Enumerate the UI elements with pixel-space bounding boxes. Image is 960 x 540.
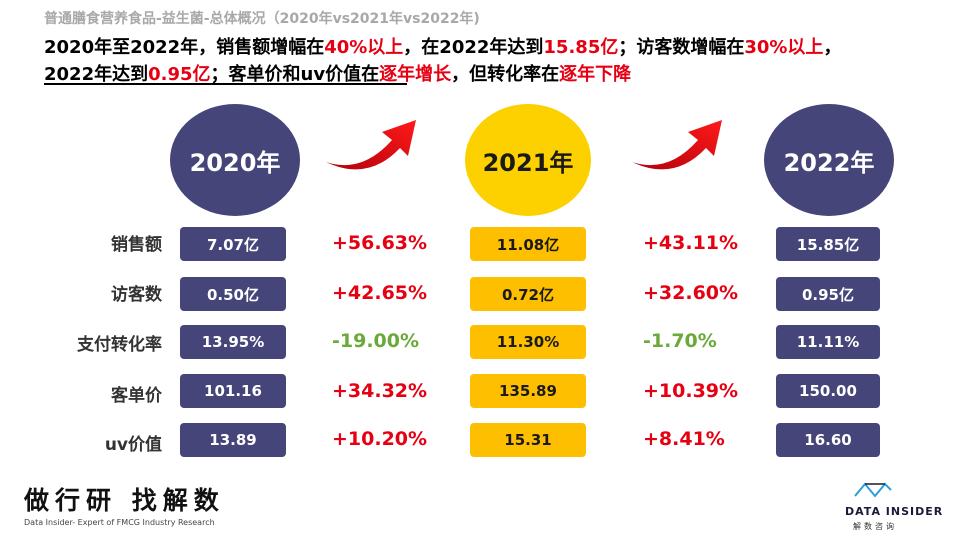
headline-seg: ， bbox=[823, 37, 842, 58]
growth-arrow-icon bbox=[632, 120, 722, 170]
change-2021-aov: +34.32% bbox=[332, 380, 428, 402]
headline-highlight: 0.95亿 bbox=[148, 64, 211, 85]
year-circle-2020: 2020年 bbox=[170, 104, 300, 216]
value-2021-sales: 11.08亿 bbox=[470, 227, 586, 261]
headline-highlight: 逐年增长 bbox=[379, 64, 452, 85]
value-2020-conversion: 13.95% bbox=[180, 325, 286, 359]
brand-name: DATA INSIDER bbox=[845, 505, 944, 518]
change-2022-uv-value: +8.41% bbox=[643, 428, 725, 450]
metric-label-sales: 销售额 bbox=[111, 235, 162, 255]
change-2021-uv-value: +10.20% bbox=[332, 428, 428, 450]
metric-label-aov: 客单价 bbox=[111, 386, 162, 406]
headline-highlight: 逐年下降 bbox=[559, 64, 632, 85]
metric-label-uv-value: uv价值 bbox=[104, 435, 162, 455]
year-circle-2022: 2022年 bbox=[764, 104, 894, 216]
change-2022-visitors: +32.60% bbox=[643, 282, 739, 304]
headline-line-2: 2022年达到0.95亿；客单价和uv价值在逐年增长，但转化率在逐年下降 bbox=[44, 61, 841, 88]
brand-mark-icon bbox=[854, 482, 892, 498]
headline-seg: ；访客数增幅在 bbox=[618, 37, 745, 58]
value-2021-visitors: 0.72亿 bbox=[470, 277, 586, 311]
metric-label-visitors: 访客数 bbox=[111, 285, 162, 305]
year-circle-2021: 2021年 bbox=[465, 104, 591, 216]
headline-seg: 2022年达到 bbox=[44, 64, 149, 85]
brand-cn-name: 解数咨询 bbox=[853, 522, 897, 531]
headline-seg: ；客单价和uv价值在 bbox=[210, 64, 380, 85]
value-2022-conversion: 11.11% bbox=[776, 325, 880, 359]
growth-arrow-icon bbox=[326, 120, 416, 170]
value-2020-sales: 7.07亿 bbox=[180, 227, 286, 261]
headline: 2020年至2022年，销售额增幅在40%以上，在2022年达到15.85亿；访… bbox=[44, 34, 841, 88]
page-subtitle: 普通膳食营养食品-益生菌-总体概况（2020年vs2021年vs2022年) bbox=[44, 11, 480, 27]
headline-highlight: 40%以上 bbox=[324, 37, 404, 58]
slogan-subtext: Data Insider- Expert of FMCG Industry Re… bbox=[24, 518, 215, 527]
value-2021-uv-value: 15.31 bbox=[470, 423, 586, 457]
value-2022-visitors: 0.95亿 bbox=[776, 277, 880, 311]
headline-underline bbox=[44, 83, 407, 85]
value-2020-visitors: 0.50亿 bbox=[180, 277, 286, 311]
slogan-text: 做行研 找解数 bbox=[24, 486, 225, 515]
headline-seg: 2020年至2022年，销售额增幅在 bbox=[44, 37, 325, 58]
headline-highlight: 15.85亿 bbox=[543, 37, 619, 58]
value-2022-uv-value: 16.60 bbox=[776, 423, 880, 457]
change-2022-aov: +10.39% bbox=[643, 380, 739, 402]
value-2020-aov: 101.16 bbox=[180, 374, 286, 408]
headline-line-1: 2020年至2022年，销售额增幅在40%以上，在2022年达到15.85亿；访… bbox=[44, 34, 841, 61]
headline-seg: ，在2022年达到 bbox=[403, 37, 544, 58]
change-2021-visitors: +42.65% bbox=[332, 282, 428, 304]
change-2021-sales: +56.63% bbox=[332, 232, 428, 254]
value-2020-uv-value: 13.89 bbox=[180, 423, 286, 457]
headline-highlight: 30%以上 bbox=[744, 37, 824, 58]
change-2021-conversion: -19.00% bbox=[332, 330, 420, 352]
value-2021-aov: 135.89 bbox=[470, 374, 586, 408]
value-2022-sales: 15.85亿 bbox=[776, 227, 880, 261]
metric-label-conversion: 支付转化率 bbox=[77, 335, 162, 355]
value-2021-conversion: 11.30% bbox=[470, 325, 586, 359]
value-2022-aov: 150.00 bbox=[776, 374, 880, 408]
slogan-logo: 做行研 找解数 Data Insider- Expert of FMCG Ind… bbox=[24, 486, 225, 527]
change-2022-conversion: -1.70% bbox=[643, 330, 717, 352]
headline-seg: ，但转化率在 bbox=[451, 64, 560, 85]
change-2022-sales: +43.11% bbox=[643, 232, 739, 254]
